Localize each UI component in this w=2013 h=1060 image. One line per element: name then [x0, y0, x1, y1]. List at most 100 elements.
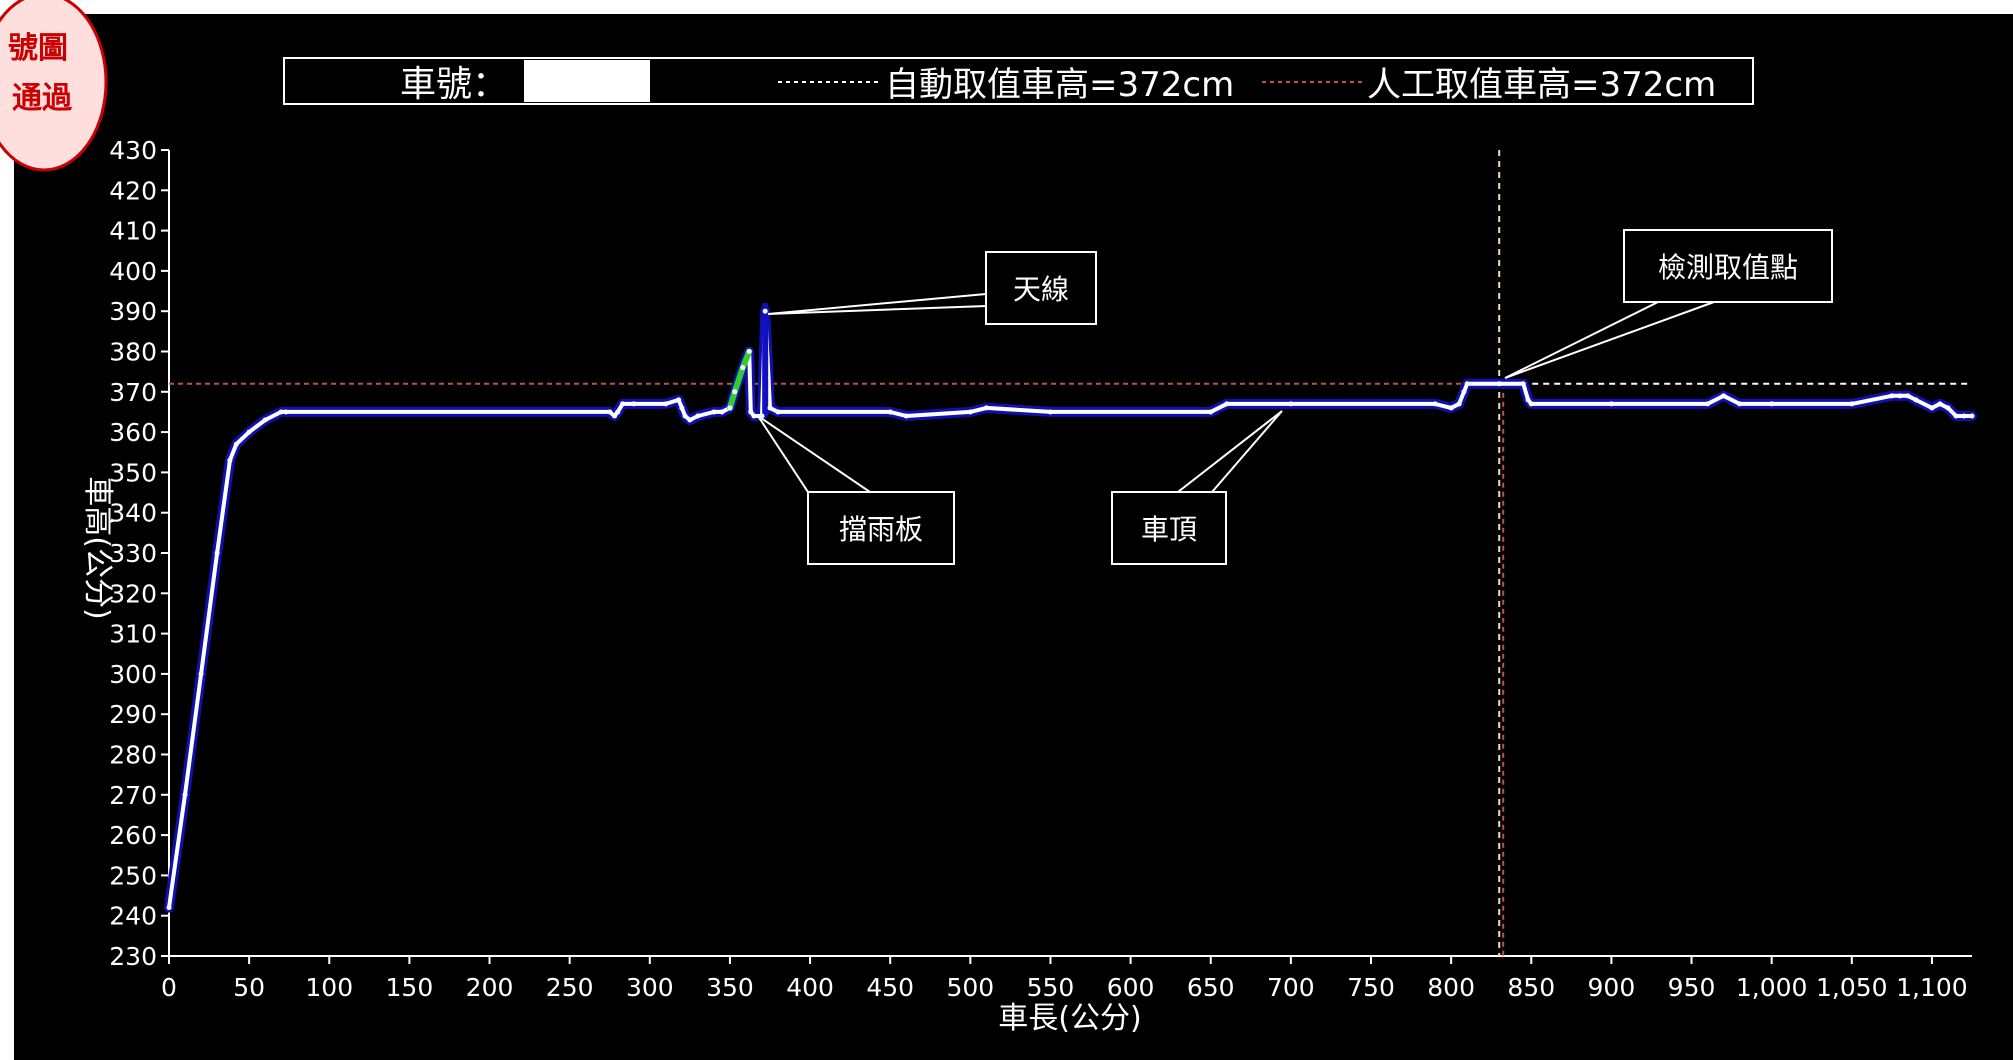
profile-point	[166, 905, 172, 911]
profile-point	[1288, 401, 1294, 407]
annotation-antenna: 天線	[767, 251, 1097, 325]
profile-point	[1448, 405, 1454, 411]
x-tick-label: 600	[1107, 973, 1155, 1002]
y-tick-label: 410	[109, 217, 157, 246]
rain-guard-highlight	[726, 348, 753, 411]
stamp-line1: 號圖	[8, 31, 68, 66]
y-tick-label: 350	[109, 458, 157, 487]
x-tick-label: 250	[546, 973, 594, 1002]
annotation-detect-point: 檢測取值點	[1504, 229, 1833, 379]
x-tick-label: 750	[1347, 973, 1395, 1002]
antenna-callout-label: 天線	[1013, 273, 1069, 306]
profile-point	[620, 401, 626, 407]
roof-callout-box	[1111, 491, 1227, 565]
antenna-callout-box	[985, 251, 1097, 325]
detect-callout-box	[1623, 229, 1833, 303]
x-tick-label: 100	[305, 973, 353, 1002]
profile-point	[1432, 401, 1438, 407]
y-tick-label: 250	[109, 861, 157, 890]
profile-point	[1208, 409, 1214, 415]
y-tick-label: 400	[109, 257, 157, 286]
x-tick-label: 1,100	[1896, 973, 1968, 1002]
profile-points	[166, 308, 1975, 911]
profile-point	[740, 365, 746, 371]
x-tick-label: 1,000	[1736, 973, 1808, 1002]
profile-point	[1961, 413, 1967, 419]
legend: 車號： 自動取值車高=372cm 人工取值車高=372cm	[283, 57, 1754, 105]
y-tick-label: 390	[109, 297, 157, 326]
profile-point	[682, 413, 688, 419]
y-tick-label: 270	[109, 781, 157, 810]
y-tick-label: 340	[109, 499, 157, 528]
profile-point	[695, 413, 701, 419]
profile-point	[711, 409, 717, 415]
y-tick-label: 370	[109, 378, 157, 407]
x-tick-label: 800	[1427, 973, 1475, 1002]
profile-point	[1913, 397, 1919, 403]
x-tick-label: 400	[786, 973, 834, 1002]
stamp-line2: 通過	[12, 81, 73, 116]
profile-point	[727, 405, 733, 411]
x-tick-label: 1,050	[1816, 973, 1888, 1002]
profile-point	[732, 389, 738, 395]
profile-point	[1889, 393, 1895, 399]
profile-point	[1929, 405, 1935, 411]
profile-point	[679, 405, 685, 411]
profile-point	[663, 401, 669, 407]
profile-point	[1525, 397, 1531, 403]
profile-point	[887, 409, 893, 415]
profile-point	[1047, 409, 1053, 415]
y-tick-label: 240	[109, 902, 157, 931]
y-tick-label: 330	[109, 539, 157, 568]
profile-point	[612, 413, 618, 419]
detect-callout-label: 檢測取值點	[1658, 251, 1798, 284]
profile-point	[775, 409, 781, 415]
profile-point	[1705, 401, 1711, 407]
profile-point	[607, 409, 613, 415]
profile-point	[751, 413, 757, 419]
y-tick-label: 380	[109, 338, 157, 367]
profile-point	[233, 441, 239, 447]
x-axis-label: 車長(公分)	[998, 1001, 1141, 1036]
profile-point	[746, 349, 752, 354]
profile-point	[615, 409, 621, 415]
x-tick-label: 900	[1588, 973, 1636, 1002]
profile-point	[1464, 381, 1470, 387]
profile-point	[676, 397, 682, 403]
y-tick-label: 310	[109, 620, 157, 649]
legend-vehicle-label: 車號：	[400, 64, 508, 105]
profile-point	[1224, 401, 1230, 407]
annotation-rain-guard: 擋雨板	[757, 415, 955, 565]
profile-point	[1905, 393, 1911, 399]
stamp-circle	[0, 0, 108, 172]
y-tick-label: 300	[109, 660, 157, 689]
vehicle-number-redaction	[524, 60, 650, 102]
profile-point	[1721, 393, 1727, 399]
profile-point	[1737, 401, 1743, 407]
y-tick-label: 420	[109, 176, 157, 205]
profile-point	[687, 417, 693, 423]
profile-point	[1969, 413, 1975, 419]
legend-auto-label: 自動取值車高=372cm	[885, 65, 1234, 105]
profile-point	[227, 457, 233, 463]
profile-point	[748, 409, 754, 415]
profile-point	[1520, 381, 1526, 387]
profile-point	[631, 401, 637, 407]
profile-point	[262, 417, 268, 423]
x-tick-label: 350	[706, 973, 754, 1002]
profile-point	[767, 405, 773, 411]
profile-point	[1953, 413, 1959, 419]
x-tick-label: 450	[866, 973, 914, 1002]
profile-point	[246, 429, 252, 435]
profile-point	[278, 409, 284, 415]
profile-point	[1528, 401, 1534, 407]
y-tick-label: 280	[109, 741, 157, 770]
profile-point	[1849, 401, 1855, 407]
x-tick-label: 850	[1507, 973, 1555, 1002]
profile-point	[1608, 401, 1614, 407]
profile-point	[214, 550, 220, 556]
x-tick-label: 950	[1668, 973, 1716, 1002]
y-tick-label: 360	[109, 418, 157, 447]
y-tick-label: 260	[109, 821, 157, 850]
